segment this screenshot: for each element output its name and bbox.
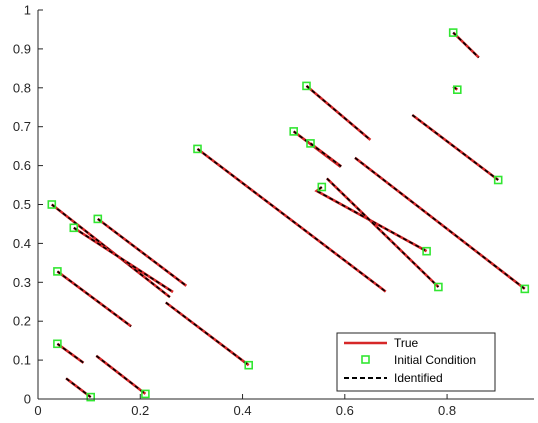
x-tick-label-1: 0.2 <box>131 403 149 418</box>
y-tick-label-5: 0.5 <box>13 197 31 212</box>
y-tick-label-2: 0.2 <box>13 314 31 329</box>
y-tick-label-4: 0.4 <box>13 236 31 251</box>
y-tick-label-0: 0 <box>24 392 31 407</box>
x-tick-label-3: 0.6 <box>336 403 354 418</box>
y-tick-label-1: 0.1 <box>13 353 31 368</box>
x-tick-label-2: 0.4 <box>233 403 251 418</box>
x-tick-label-4: 0.8 <box>438 403 456 418</box>
x-tick-label-0: 0 <box>34 403 41 418</box>
legend: True Initial Condition Identified <box>337 333 495 391</box>
y-tick-label-6: 0.6 <box>13 158 31 173</box>
y-tick-label-3: 0.3 <box>13 275 31 290</box>
legend-true-label: True <box>394 336 419 350</box>
legend-identified-label: Identified <box>394 371 443 385</box>
y-tick-label-9: 0.9 <box>13 41 31 56</box>
y-tick-label-8: 0.8 <box>13 80 31 95</box>
legend-initial-label: Initial Condition <box>394 353 476 367</box>
y-tick-label-7: 0.7 <box>13 119 31 134</box>
y-tick-label-10: 1 <box>24 3 31 18</box>
